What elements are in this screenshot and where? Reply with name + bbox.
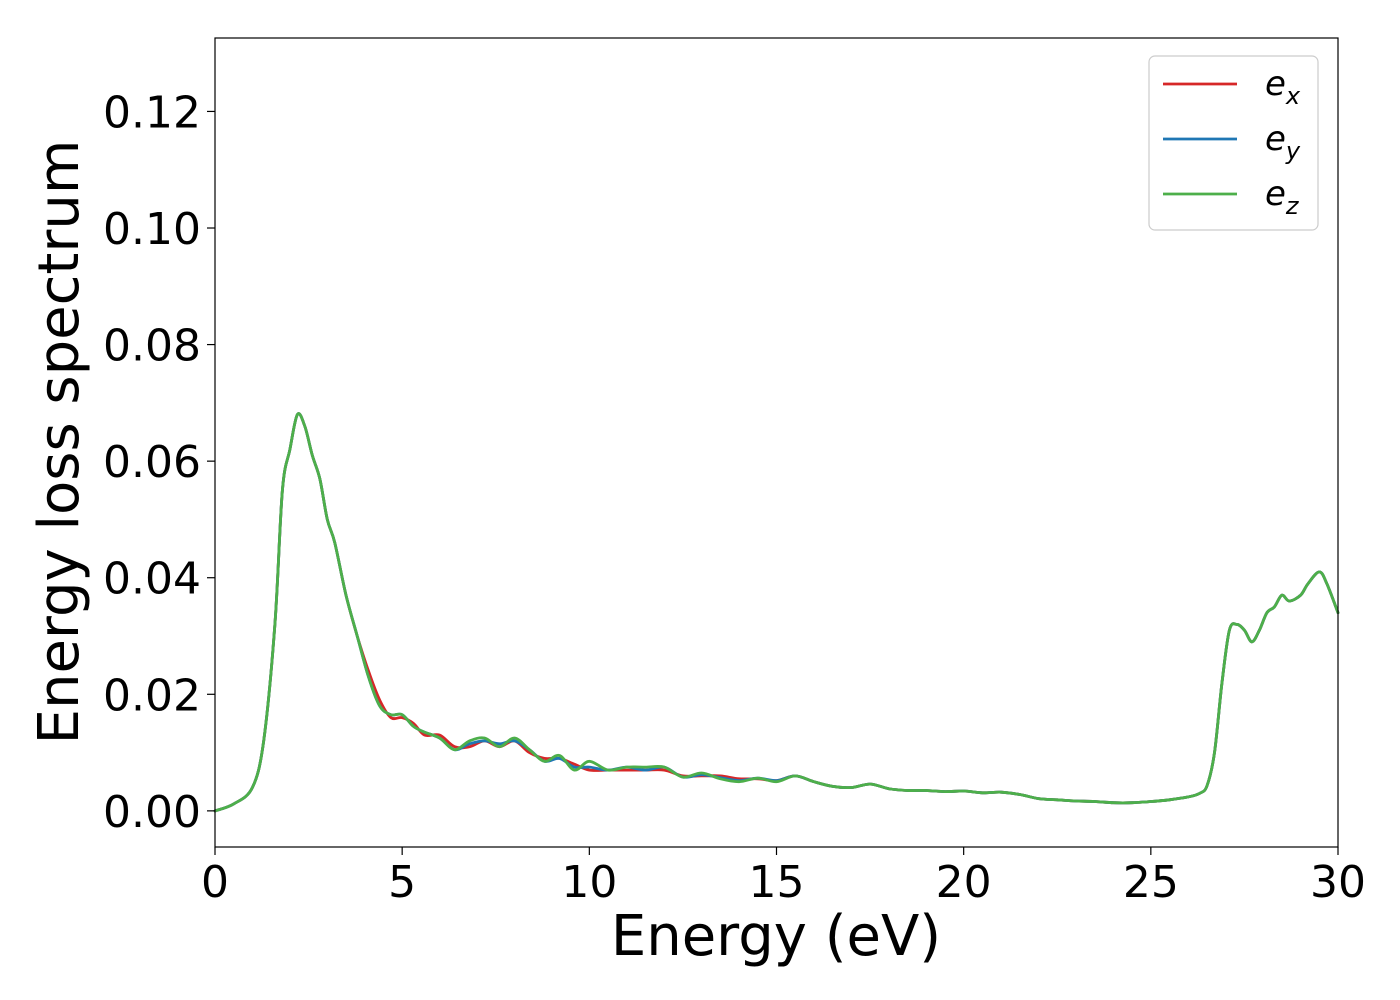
- x-tick-label: 0: [201, 857, 229, 908]
- x-tick-label: 30: [1310, 857, 1366, 908]
- series-layer: [213, 412, 1340, 813]
- x-tick-label: 10: [561, 857, 617, 908]
- x-axis-title: Energy (eV): [611, 904, 941, 969]
- x-axis: 0 5 10 15 20 25 30: [201, 847, 1366, 908]
- y-tick-label: 0.12: [103, 87, 201, 138]
- y-tick-label: 0.04: [103, 554, 201, 605]
- y-tick-label: 0.08: [103, 321, 201, 372]
- y-tick-label: 0.10: [103, 204, 201, 255]
- x-tick-label: 15: [749, 857, 805, 908]
- x-tick-label: 20: [936, 857, 992, 908]
- x-tick-label: 25: [1123, 857, 1179, 908]
- y-tick-label: 0.06: [103, 437, 201, 488]
- x-tick-label: 5: [388, 857, 416, 908]
- y-tick-label: 0.00: [103, 787, 201, 838]
- series-line-e_z: [213, 412, 1340, 813]
- y-axis: 0.00 0.02 0.04 0.06 0.08 0.10 0.12: [103, 87, 215, 838]
- y-axis-title: Energy loss spectrum: [27, 140, 92, 745]
- legend-box: [1148, 55, 1319, 231]
- y-tick-label: 0.02: [103, 670, 201, 721]
